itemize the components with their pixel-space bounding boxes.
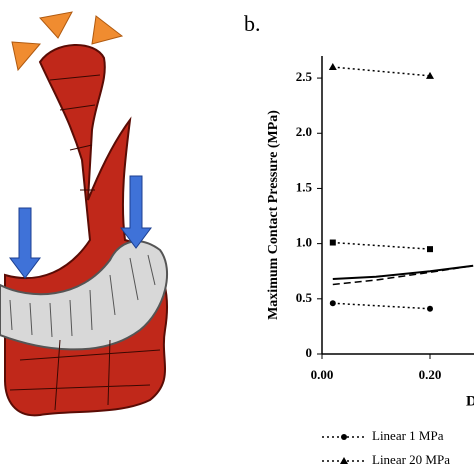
marker [328,63,337,71]
y-tick-label: 0.5 [296,290,313,305]
marker [427,246,433,253]
y-tick-label: 0 [306,345,313,360]
y-tick-label: 1.0 [296,235,312,250]
x-tick-label: 0.20 [419,367,442,382]
legend-label: Linear 1 MPa [372,428,444,443]
teeth-lines [9,254,156,338]
series-line [332,66,431,77]
series-line [332,302,431,310]
x-axis-label: D [466,393,474,409]
y-tick-label: 1.5 [296,179,313,194]
marker [329,300,336,307]
legend-marker [340,457,348,464]
force-triangles [11,11,124,72]
y-tick-label: 2.5 [296,69,313,84]
y-tick-label: 2.0 [296,124,312,139]
x-tick-label: 0.00 [311,367,334,382]
series-line [332,264,474,280]
legend-label: Linear 20 MPa [372,452,450,467]
marker [426,71,434,79]
series-line [332,264,474,286]
marker [427,305,433,312]
force-arrows [9,175,152,279]
y-axis-label: Maximum Contact Pressure (MPa) [266,110,281,320]
teeth [0,240,169,351]
series-line [332,241,431,250]
mandible-illustration [0,11,169,417]
legend-marker [341,434,347,440]
panel-label: b. [244,11,261,36]
mesh-lines [9,74,161,411]
marker [329,239,336,246]
